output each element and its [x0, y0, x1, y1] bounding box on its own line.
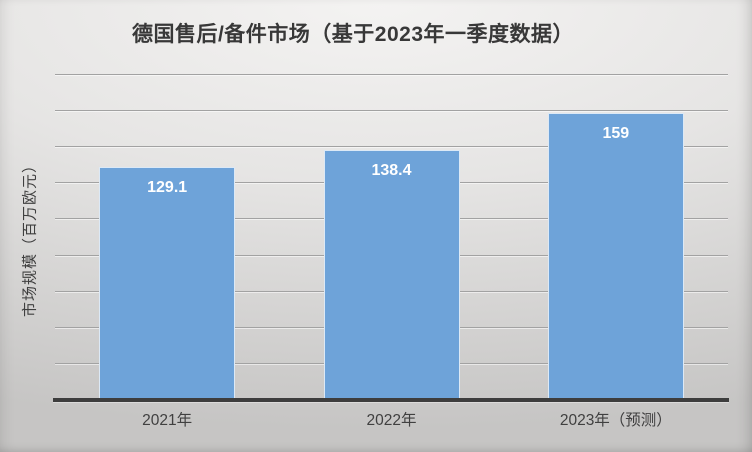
x-axis-line	[53, 398, 729, 402]
gridline	[55, 146, 728, 148]
bar-value-label: 129.1	[147, 178, 188, 196]
bar-2023年（预测）: 159	[547, 112, 684, 400]
gridline	[55, 74, 728, 75]
x-axis-label: 2021年	[142, 412, 193, 429]
bar-value-label: 138.4	[371, 162, 412, 180]
bar-2021年: 129.1	[99, 166, 236, 400]
y-axis-title: 市场规模（百万欧元）	[21, 157, 39, 318]
bar-value-label: 159	[602, 124, 630, 142]
x-axis-label: 2023年（预测）	[559, 412, 672, 429]
chart-title: 德国售后/备件市场（基于2023年一季度数据）	[131, 23, 575, 46]
x-axis-label: 2022年	[366, 412, 417, 429]
plot-area: 129.1 138.4 159	[55, 74, 728, 400]
bar-2022年: 138.4	[323, 150, 460, 400]
gridline	[55, 110, 728, 112]
